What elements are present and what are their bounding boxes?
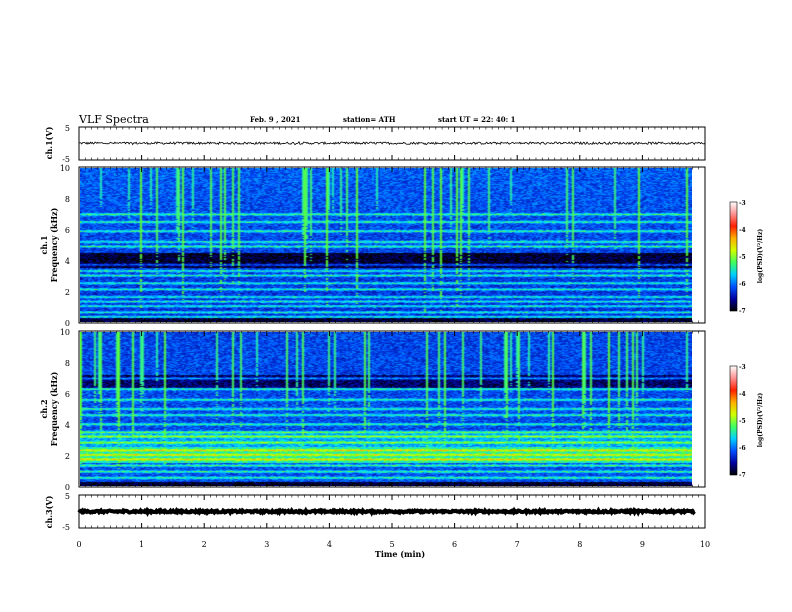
ch2-colorbar-tick-m5: -5	[739, 418, 746, 425]
ch1-ytick-8: 8	[65, 195, 70, 204]
ch2-spectrogram-ylabel-channel: ch.2	[39, 399, 49, 418]
ch2-ytick-0: 0	[65, 483, 70, 492]
ch1-waveform-panel: 5 -5 ch.1(V)	[44, 124, 706, 164]
start-time-label: start UT = 22: 40: 1	[438, 115, 516, 124]
ch1-ytick-0: 0	[65, 319, 70, 328]
ch1-spectrogram-ylabel-channel: ch.1	[39, 235, 49, 254]
ch3-ytick-top: 5	[65, 492, 70, 501]
ch1-ytick-10: 10	[60, 164, 70, 173]
ch1-waveform-ylabel: ch.1(V)	[44, 126, 54, 159]
ch1-waveform-ticks	[78, 127, 706, 160]
ch3-waveform-ticks	[78, 495, 706, 528]
xtick-6: 6	[452, 540, 457, 549]
ch1-colorbar-tick-m4: -4	[739, 227, 746, 234]
ch3-ytick-bottom: -5	[62, 523, 70, 532]
ch2-ytick-2: 2	[65, 452, 70, 461]
ch1-colorbar-tick-m3: -3	[739, 200, 746, 207]
xtick-10: 10	[700, 540, 710, 549]
ch1-spectrogram-panel: 0 2 4 6 8 10 ch.1 Frequency (kHz)	[39, 164, 706, 328]
station-label: station= ATH	[343, 115, 396, 124]
ch2-spectrogram-panel: 0 2 4 6 8 10 ch.2 Frequency (kHz)	[39, 328, 706, 492]
ch2-ytick-6: 6	[65, 390, 70, 399]
ch1-ytick-4: 4	[65, 257, 70, 266]
ch3-waveform-trace	[77, 506, 696, 517]
xtick-4: 4	[327, 540, 332, 549]
xtick-5: 5	[389, 540, 394, 549]
ch2-spectrogram-image	[80, 332, 692, 486]
xtick-3: 3	[264, 540, 269, 549]
ch1-colorbar-scale	[729, 201, 738, 312]
xaxis-label: Time (min)	[375, 549, 425, 559]
ch2-colorbar-tick-m6: -6	[739, 445, 746, 452]
xtick-9: 9	[640, 540, 645, 549]
ch1-spectrogram-ylabel-frequency: Frequency (kHz)	[49, 207, 59, 282]
ch2-colorbar-label: log(PSD)(V²/Hz)	[757, 393, 764, 448]
ch2-colorbar: -3 -4 -5 -6 -7 log(PSD)(V²/Hz)	[729, 364, 764, 479]
figure-title: VLF Spectra	[78, 113, 149, 126]
ch1-ytick-2: 2	[65, 288, 70, 297]
xtick-1: 1	[139, 540, 144, 549]
ch1-ytick-top: 5	[65, 124, 70, 133]
ch1-colorbar-tick-m6: -6	[739, 281, 746, 288]
xtick-2: 2	[202, 540, 207, 549]
ch1-colorbar-label: log(PSD)(V²/Hz)	[757, 229, 764, 284]
ch2-ytick-4: 4	[65, 421, 70, 430]
ch3-waveform-panel: 5 -5 ch.3(V)	[44, 492, 706, 532]
ch1-spectrogram-image	[80, 168, 692, 322]
ch1-colorbar: -3 -4 -5 -6 -7 log(PSD)(V²/Hz)	[729, 200, 764, 315]
ch2-colorbar-tick-m3: -3	[739, 364, 746, 371]
ch1-waveform-trace	[78, 140, 706, 146]
ch3-waveform-ylabel: ch.3(V)	[44, 495, 54, 528]
ch1-colorbar-tick-m5: -5	[739, 254, 746, 261]
ch2-colorbar-scale	[729, 365, 738, 476]
xtick-7: 7	[515, 540, 520, 549]
ch1-colorbar-tick-m7: -7	[739, 308, 746, 315]
ch2-colorbar-tick-m7: -7	[739, 472, 746, 479]
ch2-ytick-8: 8	[65, 359, 70, 368]
ch2-spectrogram-ticks	[78, 331, 706, 487]
ch1-ytick-6: 6	[65, 226, 70, 235]
xtick-0: 0	[76, 540, 81, 549]
ch2-ytick-10: 10	[60, 328, 70, 337]
ch2-spectrogram-ylabel-frequency: Frequency (kHz)	[49, 371, 59, 446]
date-label: Feb. 9 , 2021	[250, 115, 301, 124]
time-axis: 0 1 2 3 4 5 6 7 8 9 10 Time (min)	[76, 540, 710, 559]
ch1-spectrogram-ticks	[78, 167, 706, 323]
xtick-8: 8	[577, 540, 582, 549]
ch2-colorbar-tick-m4: -4	[739, 391, 746, 398]
ch1-ytick-bottom: -5	[62, 155, 70, 164]
